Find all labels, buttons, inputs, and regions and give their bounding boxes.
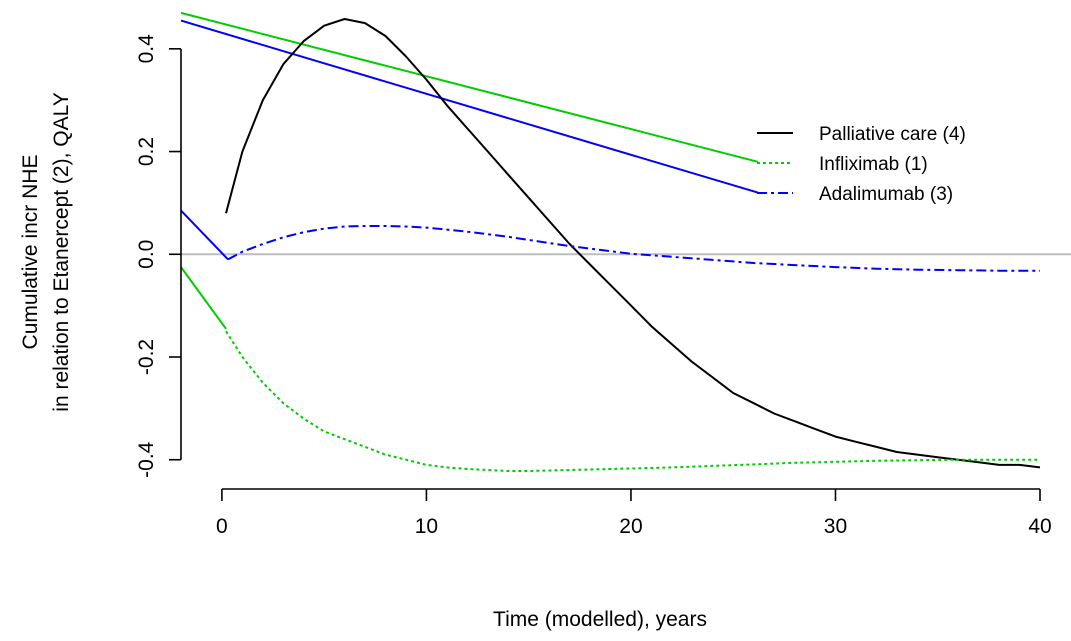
series-layer [180, 11, 1041, 472]
straight-segment-line [180, 266, 227, 330]
straight-segment-line [180, 19, 759, 194]
straight-segment-line [180, 11, 759, 163]
legend-label: Adalimumab (3) [819, 184, 953, 205]
x-tick-label: 20 [619, 515, 642, 538]
series-line-palliative-care-4 [225, 18, 1041, 469]
series-line-infliximab-1 [225, 330, 1040, 472]
y-axis-title-line1: Cumulative incr NHE [19, 155, 42, 350]
legend-label: Infliximab (1) [819, 154, 928, 175]
legend: Palliative care (4) Infliximab (1) Adalimu… [757, 124, 966, 205]
y-tick-label: 0.2 [135, 137, 158, 166]
straight-segment-line [180, 209, 229, 261]
ticks-layer: 0 10 20 30 40 -0.4 -0.2 0.0 0.2 0.4 [135, 34, 1052, 538]
y-tick-label: 0.4 [135, 34, 158, 64]
x-tick-label: 0 [216, 515, 228, 538]
x-axis-title: Time (modelled), years [493, 608, 707, 631]
axes-layer [180, 48, 1040, 490]
x-tick-label: 30 [824, 515, 847, 538]
y-tick-label: -0.2 [135, 339, 158, 375]
legend-label: Palliative care (4) [819, 124, 966, 145]
series-line-adalimumab-3 [227, 225, 1040, 272]
y-axis-title-line2: in relation to Etanercept (2), QALY [50, 92, 73, 411]
x-tick-label: 10 [415, 515, 438, 538]
y-tick-label: 0.0 [135, 240, 158, 269]
y-tick-label: -0.4 [135, 441, 158, 478]
x-tick-label: 40 [1028, 515, 1051, 538]
